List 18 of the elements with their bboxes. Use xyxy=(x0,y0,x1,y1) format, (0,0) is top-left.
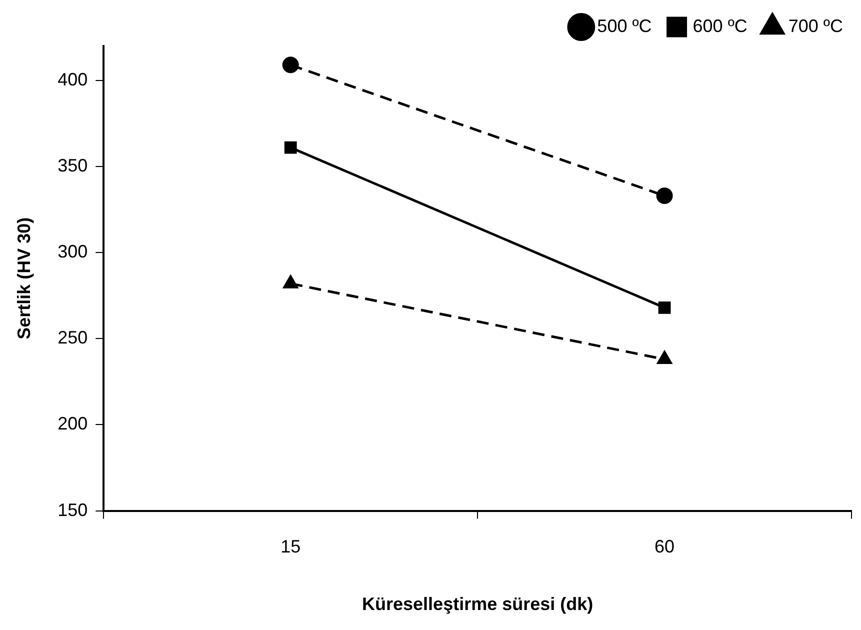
point xyxy=(656,188,673,204)
point xyxy=(657,351,672,364)
point xyxy=(284,141,297,154)
point xyxy=(282,56,299,74)
y-tick-label: 300 xyxy=(58,242,88,262)
y-tick-label: 400 xyxy=(58,69,88,90)
legend-label: 500 ºC xyxy=(597,16,652,36)
y-tick-label: 150 xyxy=(58,500,88,520)
y-tick-label: 250 xyxy=(58,328,88,348)
x-tick-label: 60 xyxy=(654,536,675,557)
y-tick-label: 350 xyxy=(58,155,88,176)
y-axis-title: Sertlik (HV 30) xyxy=(14,217,34,340)
x-axis-title: Küreselleştirme süresi (dk) xyxy=(362,594,594,614)
y-tick-label: 200 xyxy=(58,414,88,434)
legend-label: 700 ºC xyxy=(788,16,844,36)
legend-label: 600 ºC xyxy=(692,16,748,36)
point xyxy=(658,301,671,314)
x-tick-label: 15 xyxy=(280,536,301,557)
